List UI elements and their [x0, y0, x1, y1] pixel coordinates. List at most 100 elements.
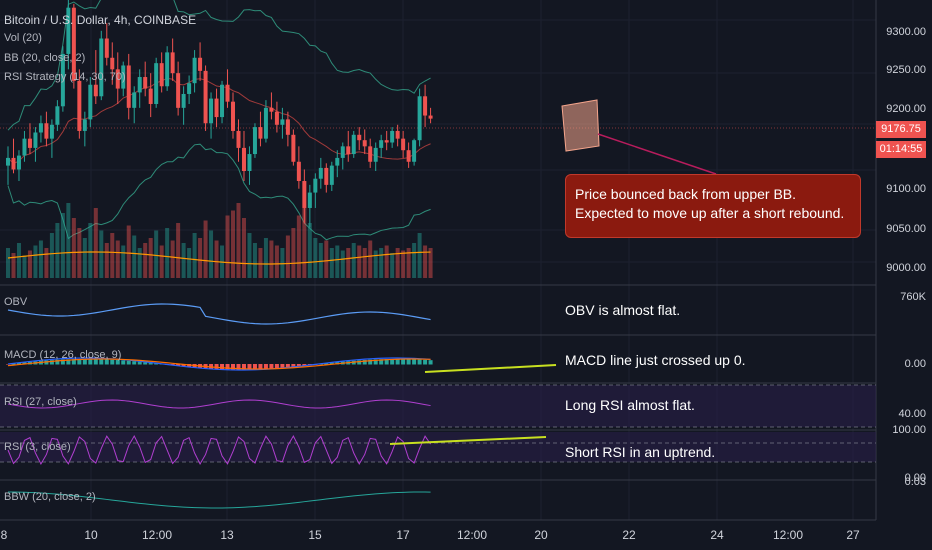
- volume-bar: [231, 210, 236, 278]
- time-tick: 17: [396, 528, 410, 542]
- candle-body: [203, 70, 208, 124]
- volume-bar: [351, 243, 356, 278]
- price-tick: 9250.00: [886, 64, 926, 76]
- indicator-vol-label[interactable]: Vol (20): [4, 32, 42, 44]
- indicator-rsi-strategy-label[interactable]: RSI Strategy (14, 30, 70): [4, 71, 126, 83]
- volume-bar: [368, 240, 373, 278]
- candle-body: [236, 130, 241, 148]
- bbw-pane-title[interactable]: BBW (20, close, 2): [4, 491, 96, 503]
- macd-hist-bar: [44, 360, 49, 365]
- rsi-long-pane-title[interactable]: RSI (27, close): [4, 396, 77, 408]
- candle-body: [263, 107, 268, 139]
- macd-hist-bar: [406, 359, 411, 365]
- symbol-title[interactable]: Bitcoin / U.S. Dollar, 4h, COINBASE: [4, 13, 197, 27]
- annotations[interactable]: [389, 99, 717, 445]
- volume-bar: [335, 245, 340, 278]
- rsi-short-note[interactable]: Short RSI in an uptrend.: [565, 444, 716, 460]
- candle-body: [280, 119, 285, 125]
- volume-bar: [126, 225, 131, 278]
- macd-pane-title[interactable]: MACD (12, 26, close, 9): [4, 349, 122, 361]
- price-tick: 9300.00: [886, 26, 926, 38]
- candle-body: [274, 111, 279, 125]
- candle-body: [137, 77, 142, 93]
- macd-hist-bar: [417, 359, 422, 365]
- candle-body: [209, 98, 214, 124]
- volume-bar: [423, 245, 428, 278]
- macd-hist-bar: [66, 359, 71, 365]
- time-tick: 8: [0, 528, 8, 542]
- candle-body: [115, 69, 120, 89]
- callout-connector: [597, 133, 717, 175]
- candle-body: [143, 77, 148, 89]
- candle-body: [379, 140, 384, 148]
- obv-note[interactable]: OBV is almost flat.: [565, 302, 681, 318]
- macd-hist-bar: [269, 364, 274, 369]
- obv-pane-title[interactable]: OBV: [4, 296, 28, 308]
- volume-bar: [165, 228, 170, 278]
- macd-hist-bar: [88, 359, 93, 365]
- candle-body: [11, 157, 16, 170]
- candlesticks[interactable]: [6, 0, 433, 228]
- candle-body: [351, 134, 356, 155]
- callout-line-2: Expected to move up after a short reboun…: [575, 205, 845, 221]
- macd-hist-bar: [241, 364, 246, 370]
- volume-bar: [280, 248, 285, 278]
- candle-body: [384, 140, 389, 143]
- macd-hist-bar: [143, 362, 148, 365]
- macd-hist-bar: [181, 364, 186, 367]
- volume-bar: [99, 230, 104, 278]
- candle-body: [258, 127, 263, 139]
- volume-bar: [302, 208, 307, 278]
- volume-bar: [93, 208, 98, 278]
- macd-hist-bar: [11, 363, 16, 365]
- candle-countdown: 01:14:55: [876, 141, 926, 158]
- volume-bar: [198, 238, 203, 278]
- bbw-axis-label: 0.03: [904, 476, 926, 488]
- macd-note[interactable]: MACD line just crossed up 0.: [565, 352, 746, 368]
- macd-hist-bar: [49, 360, 54, 365]
- macd-hist-bar: [110, 359, 115, 365]
- time-tick: 24: [710, 528, 724, 542]
- volume-bar: [258, 248, 263, 278]
- volume-bar: [143, 243, 148, 278]
- volume-bar: [324, 240, 329, 278]
- rsi-long-band: [0, 385, 876, 427]
- candle-body: [66, 7, 71, 54]
- candle-body: [176, 73, 181, 108]
- candle-body: [329, 165, 334, 185]
- candle-body: [132, 92, 137, 108]
- time-tick: 13: [220, 528, 234, 542]
- volume-bar: [373, 250, 378, 278]
- macd-hist-bar: [115, 360, 120, 365]
- volume-bar: [362, 248, 367, 278]
- volume-bar: [379, 248, 384, 278]
- rsi-long-note[interactable]: Long RSI almost flat.: [565, 397, 695, 413]
- candle-body: [395, 130, 400, 139]
- macd-hist-bar: [99, 359, 104, 365]
- macd-hist-bar: [77, 359, 82, 365]
- indicator-lines: [0, 303, 876, 509]
- volume-bar: [104, 243, 109, 278]
- macd-hist-bar: [296, 364, 301, 367]
- macd-hist-bar: [329, 362, 334, 365]
- volume-bar: [296, 215, 301, 278]
- candle-body: [165, 52, 170, 87]
- indicator-bb-label[interactable]: BB (20, close, 2): [4, 52, 86, 64]
- volume-bar: [33, 245, 38, 278]
- macd-hist-bar: [379, 359, 384, 365]
- price-tick: 9100.00: [886, 183, 926, 195]
- macd-hist-bar: [71, 359, 76, 365]
- macd-hist-bar: [55, 359, 60, 365]
- volume-bar: [406, 248, 411, 278]
- candle-body: [154, 63, 159, 104]
- candle-body: [373, 147, 378, 162]
- candle-body: [307, 192, 312, 208]
- volume-bar: [269, 240, 274, 278]
- volume-ma-line: [7, 251, 431, 265]
- analysis-callout[interactable]: Price bounced back from upper BB. Expect…: [565, 174, 861, 238]
- macd-hist-bar: [357, 360, 362, 365]
- candle-body: [357, 134, 362, 141]
- rsi-short-pane-title[interactable]: RSI (3, close): [4, 441, 71, 453]
- candle-body: [412, 140, 417, 162]
